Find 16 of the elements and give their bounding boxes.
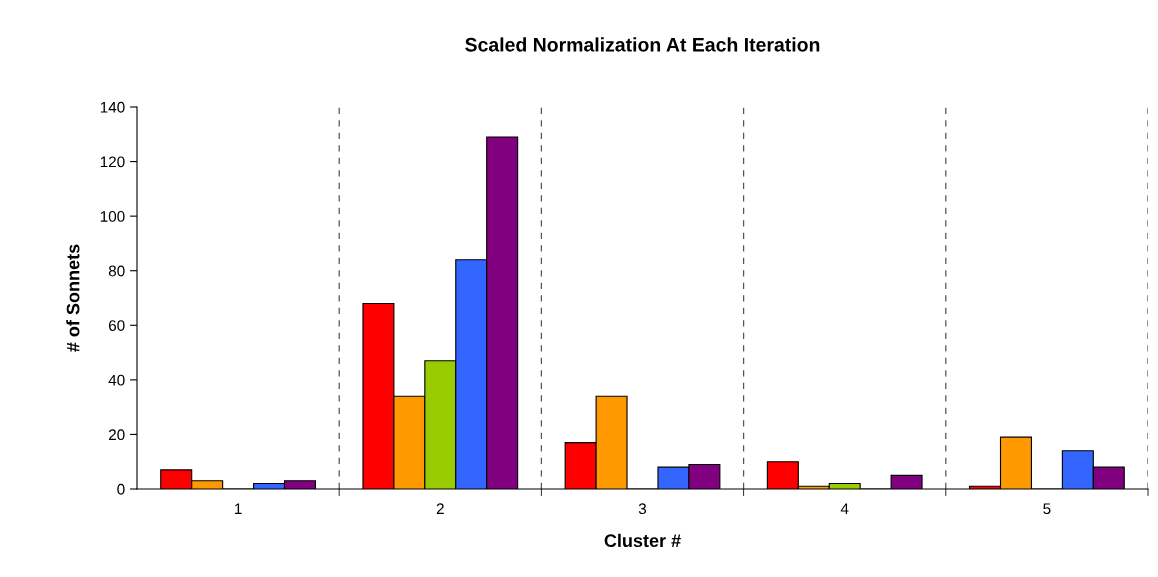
y-tick-label: 0 [117,483,125,495]
x-tick-label: 5 [1043,503,1051,515]
y-tick-label: 40 [108,374,125,386]
x-tick-label: 1 [235,503,242,514]
y-tick-label: 140 [100,101,125,113]
chart-title: Scaled Normalization At Each Iteration [465,37,820,52]
x-tick-label: 3 [638,503,647,515]
x-tick-label: 4 [840,503,849,514]
y-tick-label: 60 [108,320,125,331]
x-tick-label: 2 [436,503,444,514]
y-tick-label: 100 [100,211,125,222]
x-axis-title: Cluster # [604,533,681,548]
y-axis-title: # of Sonnets [66,244,80,352]
y-tick-label: 120 [100,156,125,168]
y-tick-label: 20 [108,429,125,441]
y-tick-label: 80 [108,265,125,277]
